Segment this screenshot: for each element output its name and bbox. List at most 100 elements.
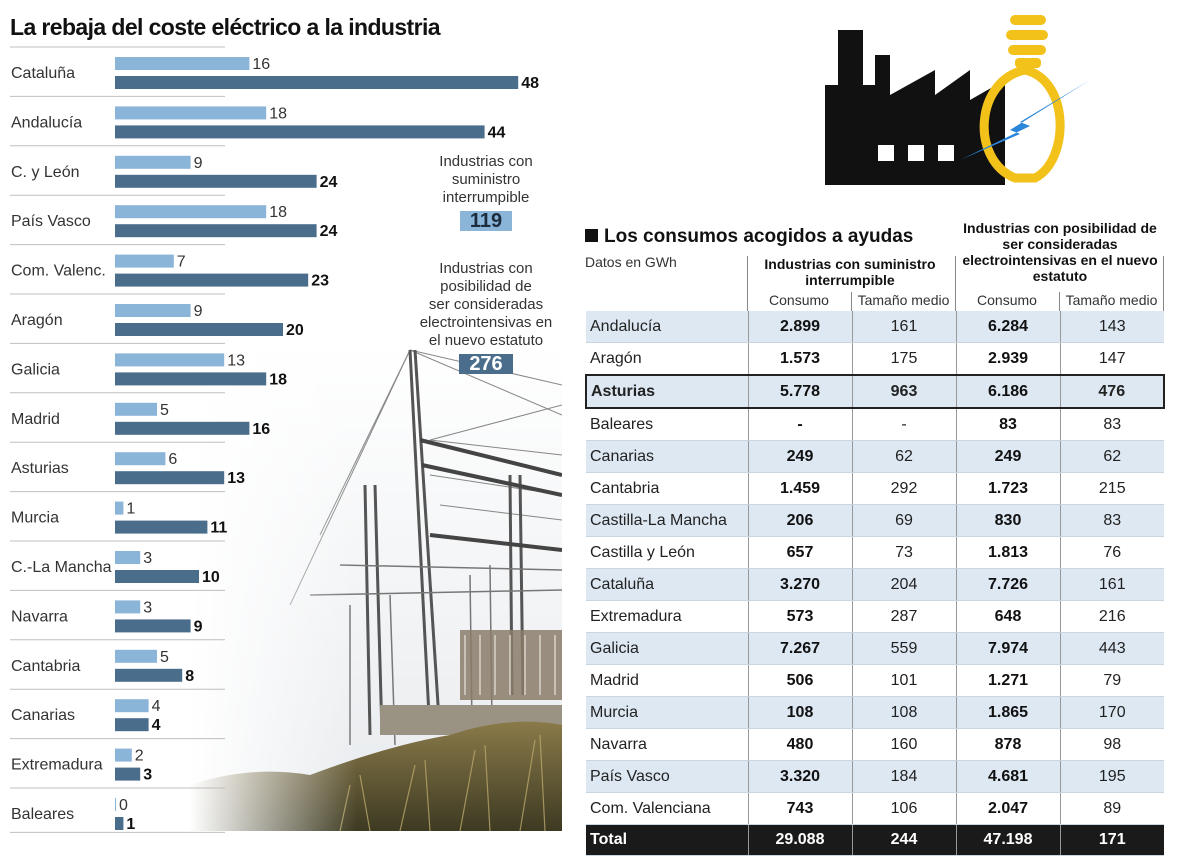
bar-value-label: 11 xyxy=(210,520,227,537)
cell-consumo-interrumpible: - xyxy=(747,408,852,441)
bar-value-label: 5 xyxy=(160,649,169,666)
group1-header: Industrias con suministro interrumpible xyxy=(764,256,936,288)
bar-value-label: 3 xyxy=(143,550,152,567)
cell-tamano-interrumpible: 559 xyxy=(851,632,956,665)
category-label: Navarra xyxy=(11,608,68,625)
bar-value-label: 5 xyxy=(160,402,169,419)
total-electrointensivas-value: 276 xyxy=(459,354,513,374)
category-label: Extremadura xyxy=(11,757,103,774)
cell-consumo-interrumpible: 1.573 xyxy=(747,342,852,376)
total-interrumpible-label-line-1: Industrias con xyxy=(439,153,533,170)
consumption-table: Andalucía 2.899 161 6.284 143 Aragón 1.573 175 2… xyxy=(585,311,1165,856)
bar-value-label: 16 xyxy=(252,421,270,438)
cell-consumo-electrointensiva: 1.271 xyxy=(955,664,1060,697)
total-electrointensivas-label-line-2: posibilidad de xyxy=(440,278,532,295)
bar-interrumpible xyxy=(115,254,174,268)
cell-tamano-interrumpible: 184 xyxy=(851,760,956,793)
cell-consumo-interrumpible: 5.778 xyxy=(747,374,852,409)
cell-tamano-electrointensiva: 89 xyxy=(1059,792,1164,825)
cell-consumo-interrumpible: 249 xyxy=(747,440,852,473)
cell-region: País Vasco xyxy=(586,760,748,793)
cell-consumo-interrumpible: 657 xyxy=(747,536,852,569)
bar-value-label: 9 xyxy=(194,303,203,320)
light-bulb-icon xyxy=(979,15,1065,183)
category-label: Aragón xyxy=(11,312,63,329)
cell-tamano-interrumpible: 73 xyxy=(851,536,956,569)
table-row: Galicia 7.267 559 7.974 443 xyxy=(586,632,1164,665)
cell-tamano-interrumpible: - xyxy=(851,408,956,441)
category-label: Galicia xyxy=(11,361,60,378)
category-label: Madrid xyxy=(11,411,60,428)
cell-consumo-electrointensiva: 648 xyxy=(955,600,1060,633)
cell-consumo-electrointensiva: 249 xyxy=(955,440,1060,473)
bar-electrointensiva xyxy=(115,668,183,682)
col-tamano-1: Tamaño medio xyxy=(857,292,950,308)
cell-tamano-electrointensiva: 62 xyxy=(1059,440,1164,473)
category-label: Com. Valenc. xyxy=(11,263,106,280)
cell-tamano-electrointensiva: 83 xyxy=(1059,408,1164,441)
cell-region: Cataluña xyxy=(586,568,748,601)
cell-tamano-electrointensiva: 161 xyxy=(1059,568,1164,601)
table-row: Castilla-La Mancha 206 69 830 83 xyxy=(586,504,1164,537)
total-electrointensivas: Industrias con posibilidad de ser consid… xyxy=(412,260,560,375)
bar-electrointensiva xyxy=(115,125,485,139)
bar-value-label: 20 xyxy=(286,322,304,339)
bar-value-label: 4 xyxy=(152,698,161,715)
bar-electrointensiva xyxy=(115,718,149,732)
cell-tamano-electrointensiva: 476 xyxy=(1059,374,1165,409)
bar-interrumpible xyxy=(115,501,124,515)
cell-tamano-electrointensiva: 216 xyxy=(1059,600,1164,633)
cell-tamano-electrointensiva: 98 xyxy=(1059,728,1164,761)
bar-electrointensiva xyxy=(115,421,250,435)
category-label: Cantabria xyxy=(11,658,80,675)
table-row: Murcia 108 108 1.865 170 xyxy=(586,696,1164,729)
cell-region: Total xyxy=(586,824,748,856)
col-consumo-1: Consumo xyxy=(769,292,829,308)
cell-region: Cantabria xyxy=(586,472,748,505)
cell-tamano-electrointensiva: 195 xyxy=(1059,760,1164,793)
cell-consumo-interrumpible: 3.320 xyxy=(747,760,852,793)
cell-tamano-interrumpible: 106 xyxy=(851,792,956,825)
total-interrumpible-label-line-3: interrumpible xyxy=(442,189,530,206)
cell-region: Com. Valenciana xyxy=(586,792,748,825)
total-electrointensivas-label-line-3: ser consideradas xyxy=(428,296,544,313)
cell-tamano-electrointensiva: 79 xyxy=(1059,664,1164,697)
cell-consumo-interrumpible: 29.088 xyxy=(747,824,852,856)
cell-tamano-interrumpible: 204 xyxy=(851,568,956,601)
cell-consumo-electrointensiva: 2.939 xyxy=(955,342,1060,376)
cell-consumo-electrointensiva: 6.284 xyxy=(955,311,1060,343)
cell-tamano-electrointensiva: 443 xyxy=(1059,632,1164,665)
cell-tamano-electrointensiva: 170 xyxy=(1059,696,1164,729)
bar-value-label: 9 xyxy=(194,155,203,172)
cell-consumo-electrointensiva: 830 xyxy=(955,504,1060,537)
total-interrumpible: Industrias con suministro interrumpible … xyxy=(425,153,547,232)
table-row: Madrid 506 101 1.271 79 xyxy=(586,664,1164,697)
cell-consumo-electrointensiva: 1.865 xyxy=(955,696,1060,729)
substation-illustration xyxy=(190,345,562,831)
total-interrumpible-value: 119 xyxy=(459,211,513,231)
cell-consumo-interrumpible: 743 xyxy=(747,792,852,825)
cell-region: Canarias xyxy=(586,440,748,473)
bar-value-label: 9 xyxy=(194,618,203,635)
bar-electrointensiva xyxy=(115,273,309,287)
table-row: Castilla y León 657 73 1.813 76 xyxy=(586,536,1164,569)
cell-consumo-interrumpible: 108 xyxy=(747,696,852,729)
cell-tamano-interrumpible: 101 xyxy=(851,664,956,697)
cell-tamano-interrumpible: 287 xyxy=(851,600,956,633)
bar-electrointensiva xyxy=(115,570,199,583)
bar-interrumpible xyxy=(115,699,149,713)
cell-region: Murcia xyxy=(586,696,748,729)
cell-consumo-interrumpible: 506 xyxy=(747,664,852,697)
cell-consumo-interrumpible: 1.459 xyxy=(747,472,852,505)
cell-tamano-interrumpible: 160 xyxy=(851,728,956,761)
bar-electrointensiva xyxy=(115,174,317,188)
table-row: Andalucía 2.899 161 6.284 143 xyxy=(586,311,1164,343)
bar-value-label: 4 xyxy=(152,717,161,734)
bar-value-label: 8 xyxy=(185,668,194,685)
cell-tamano-interrumpible: 175 xyxy=(851,342,956,376)
bar-electrointensiva xyxy=(115,323,283,336)
bar-electrointensiva xyxy=(115,471,225,485)
table-row: País Vasco 3.320 184 4.681 195 xyxy=(586,760,1164,793)
bar-electrointensiva xyxy=(115,224,317,238)
